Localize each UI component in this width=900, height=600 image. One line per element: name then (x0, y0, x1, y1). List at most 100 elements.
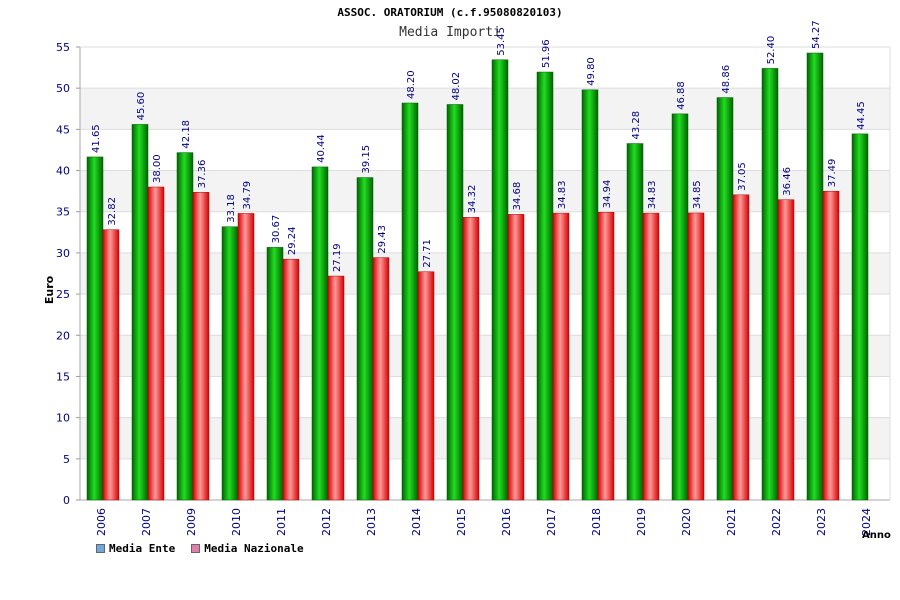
legend-label-nazionale: Media Nazionale (204, 542, 304, 555)
x-tick-label: 2019 (635, 508, 648, 536)
data-label: 42.18 (181, 120, 192, 149)
y-axis-title: Euro (43, 275, 56, 304)
data-label: 29.24 (287, 227, 298, 256)
data-label: 34.79 (242, 181, 253, 210)
bar-media-nazionale (642, 212, 660, 501)
bar-media-ente (266, 247, 284, 501)
data-label: 44.45 (856, 101, 867, 130)
legend-item-nazionale: Media Nazionale (191, 542, 304, 555)
bar-media-nazionale (237, 213, 255, 501)
x-tick-label: 2006 (95, 508, 108, 536)
bar-media-nazionale (372, 257, 390, 501)
data-label: 37.36 (197, 160, 208, 189)
bar-media-ente (176, 152, 194, 501)
data-label: 34.32 (467, 185, 478, 214)
data-label: 32.82 (107, 197, 118, 226)
data-label: 34.68 (512, 182, 523, 211)
bar-chart: 0 5 10 15 20 25 30 35 40 45 50 55 2006 2007 2009 2010 20… (43, 20, 891, 540)
data-label: 52.40 (766, 36, 777, 65)
data-label: 38.00 (152, 154, 163, 183)
legend-label-ente: Media Ente (109, 542, 176, 555)
x-tick-label: 2013 (365, 508, 378, 536)
y-tick-label: 10 (56, 412, 70, 425)
chart-title: ASSOC. ORATORIUM (c.f.95080820103) (337, 6, 563, 19)
data-label: 48.20 (406, 70, 417, 99)
x-tick-label: 2010 (230, 508, 243, 536)
grid-band (80, 252, 890, 295)
bar-media-nazionale (417, 271, 435, 501)
bar-media-nazionale (732, 194, 750, 501)
bar-media-nazionale (327, 275, 345, 501)
grid-band (80, 170, 890, 212)
y-tick-label: 30 (56, 247, 70, 260)
data-label: 37.05 (737, 162, 748, 191)
x-tick-label: 2020 (680, 508, 693, 536)
data-label: 34.83 (647, 180, 658, 209)
bar-media-ente (806, 52, 824, 501)
bar-media-ente (581, 89, 599, 501)
grid-band (80, 417, 890, 459)
bar-media-nazionale (687, 212, 705, 501)
data-label: 37.49 (827, 159, 838, 188)
bar-media-nazionale (102, 229, 120, 501)
bar-media-nazionale (192, 192, 210, 501)
data-label: 41.65 (91, 124, 102, 153)
x-axis-title: Anno (862, 530, 891, 540)
x-tick-label: 2021 (725, 508, 738, 536)
x-tick-label: 2007 (140, 508, 153, 536)
data-label: 51.96 (541, 39, 552, 68)
bar-media-nazionale (822, 190, 840, 501)
data-label: 36.46 (782, 167, 793, 196)
y-tick-label: 55 (56, 41, 70, 54)
data-label: 49.80 (586, 57, 597, 86)
legend-swatch-ente (96, 544, 105, 553)
data-label: 46.88 (676, 81, 687, 110)
bar-media-ente (626, 143, 644, 501)
bar-media-nazionale (597, 211, 615, 501)
y-tick-label: 40 (56, 165, 70, 178)
bar-media-nazionale (552, 212, 570, 501)
data-label: 40.44 (316, 134, 327, 163)
bar-media-nazionale (147, 186, 165, 501)
bar-media-ente (536, 71, 554, 501)
x-tick-label: 2024 (860, 508, 873, 536)
bar-media-nazionale (507, 214, 525, 501)
legend: Media Ente Media Nazionale (96, 542, 304, 555)
y-tick-label: 5 (63, 453, 70, 466)
x-tick-label: 2009 (185, 508, 198, 536)
grid-band (80, 335, 890, 377)
chart-subtitle: Media Importi (399, 25, 501, 40)
bar-media-ente (311, 166, 329, 501)
data-label: 27.19 (332, 243, 343, 272)
x-tick-label: 2023 (815, 508, 828, 536)
bar-media-ente (761, 68, 779, 501)
data-label: 34.83 (557, 180, 568, 209)
bar-media-nazionale (282, 258, 300, 501)
legend-swatch-nazionale (191, 544, 201, 553)
bar-media-nazionale (462, 217, 480, 501)
bar-media-ente (671, 113, 689, 501)
x-tick-label: 2016 (500, 508, 513, 536)
bar-media-ente (716, 97, 734, 501)
data-label: 48.02 (451, 72, 462, 101)
y-tick-label: 35 (56, 206, 70, 219)
bar-media-ente (86, 156, 104, 501)
bar-media-ente (491, 59, 509, 501)
x-tick-label: 2011 (275, 508, 288, 536)
bar-media-nazionale (777, 199, 795, 501)
y-tick-label: 50 (56, 82, 70, 95)
x-tick-label: 2014 (410, 508, 423, 536)
bar-media-ente (851, 133, 869, 501)
data-label: 29.43 (377, 225, 388, 254)
bar-media-ente (356, 177, 374, 501)
data-label: 54.27 (811, 20, 822, 49)
bar-media-ente (131, 124, 149, 501)
bar-media-ente (221, 226, 239, 501)
y-tick-label: 20 (56, 329, 70, 342)
x-tick-label: 2018 (590, 508, 603, 536)
bar-media-ente (401, 102, 419, 501)
x-tick-label: 2017 (545, 508, 558, 536)
y-tick-label: 45 (56, 123, 70, 136)
x-tick-label: 2012 (320, 508, 333, 536)
data-label: 45.60 (136, 92, 147, 121)
